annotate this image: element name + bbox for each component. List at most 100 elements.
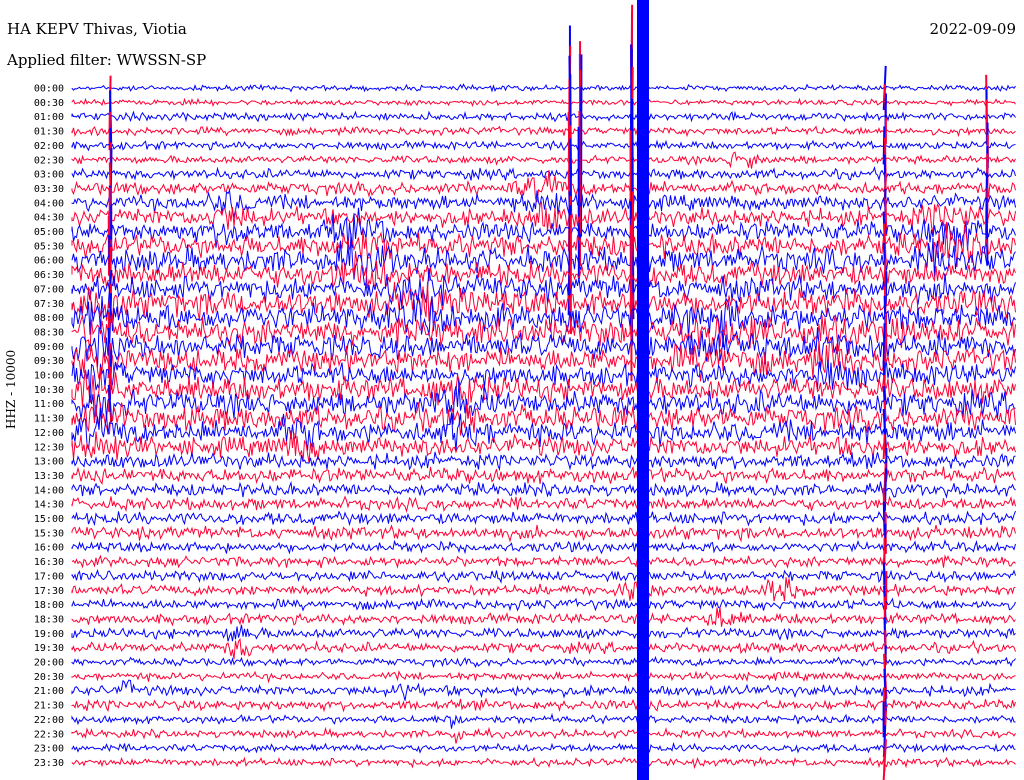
seismic-trace	[71, 637, 1016, 660]
seismic-trace	[71, 251, 1016, 290]
row-time-label: 20:30	[34, 672, 64, 683]
row-time-label: 03:00	[34, 170, 64, 181]
seismic-trace	[71, 568, 1016, 584]
channel-label: HHZ - 10000	[4, 349, 18, 429]
row-time-label: 18:00	[34, 600, 64, 611]
seismic-trace	[71, 327, 1016, 370]
trace-row	[71, 232, 1016, 346]
seismic-trace	[71, 741, 1016, 754]
seismic-trace	[71, 451, 1016, 472]
row-time-label: 13:30	[34, 471, 64, 482]
row-time-label: 16:00	[34, 543, 64, 554]
date-label: 2022-09-09	[929, 20, 1016, 38]
row-time-label: 19:00	[34, 629, 64, 640]
seismic-trace	[71, 726, 1016, 744]
seismic-spike	[882, 739, 887, 780]
seismic-trace	[71, 139, 1016, 152]
trace-row	[71, 562, 1016, 590]
seismic-trace	[71, 524, 1016, 543]
row-time-label: 21:30	[34, 701, 64, 712]
seismic-trace	[71, 465, 1016, 485]
seismic-trace	[71, 110, 1016, 123]
trace-row	[71, 571, 1016, 610]
seismic-spike	[883, 468, 888, 512]
seismic-trace	[71, 165, 1016, 182]
row-time-label: 05:00	[34, 227, 64, 238]
row-time-label: 00:00	[34, 84, 64, 95]
row-time-label: 22:30	[34, 729, 64, 740]
row-time-label: 07:30	[34, 299, 64, 310]
seismic-trace	[71, 606, 1016, 627]
seismic-trace	[71, 539, 1016, 555]
major-event-band	[637, 0, 649, 780]
trace-row	[71, 110, 1016, 266]
seismic-trace	[71, 221, 1016, 268]
seismic-spike	[985, 198, 989, 265]
seismic-trace	[71, 337, 1016, 382]
seismic-trace	[71, 97, 1016, 108]
row-time-label: 06:00	[34, 256, 64, 267]
trace-row	[71, 11, 1016, 165]
seismic-trace	[71, 83, 1016, 93]
row-time-label: 12:00	[34, 428, 64, 439]
seismic-trace	[71, 697, 1016, 713]
row-time-label: 04:00	[34, 198, 64, 209]
trace-row	[71, 630, 1016, 665]
seismic-trace	[71, 188, 1016, 219]
row-time-label: 10:30	[34, 385, 64, 396]
seismic-trace	[71, 207, 1016, 252]
seismic-trace	[71, 281, 1016, 322]
seismic-trace	[71, 655, 1016, 669]
seismic-trace	[71, 233, 1016, 287]
seismic-trace	[71, 712, 1016, 729]
trace-row	[71, 41, 1016, 222]
trace-row	[71, 4, 1016, 200]
seismic-trace	[71, 510, 1016, 527]
row-time-label: 16:30	[34, 557, 64, 568]
seismic-trace	[71, 293, 1016, 348]
seismic-trace	[71, 367, 1016, 414]
row-time-label: 14:30	[34, 500, 64, 511]
seismic-trace	[71, 577, 1016, 603]
row-time-label: 10:00	[34, 371, 64, 382]
seismic-trace	[71, 597, 1016, 612]
station-title: HA KEPV Thivas, Viotia	[7, 20, 187, 38]
row-time-label: 18:30	[34, 614, 64, 625]
seismic-trace	[71, 151, 1016, 169]
row-time-label: 08:00	[34, 313, 64, 324]
row-time-label: 19:30	[34, 643, 64, 654]
seismic-trace	[71, 170, 1016, 203]
row-time-label: 05:30	[34, 241, 64, 252]
trace-row	[71, 487, 1016, 521]
seismic-trace	[71, 268, 1016, 308]
trace-row	[71, 701, 1016, 738]
row-time-label: 17:30	[34, 586, 64, 597]
row-time-label: 01:00	[34, 112, 64, 123]
seismic-trace	[71, 125, 1016, 138]
seismic-spike	[882, 434, 886, 460]
row-time-label: 04:30	[34, 213, 64, 224]
trace-row	[71, 468, 1016, 512]
seismic-trace	[71, 314, 1016, 355]
row-time-label: 01:30	[34, 127, 64, 138]
row-time-label: 23:00	[34, 744, 64, 755]
row-time-label: 09:00	[34, 342, 64, 353]
row-time-label: 15:30	[34, 528, 64, 539]
filter-label: Applied filter: WWSSN-SP	[7, 51, 207, 69]
row-time-label: 07:00	[34, 284, 64, 295]
seismic-trace	[71, 554, 1016, 569]
row-time-label: 21:00	[34, 686, 64, 697]
seismic-trace	[71, 407, 1016, 452]
seismic-trace	[71, 382, 1016, 425]
trace-row	[71, 739, 1016, 780]
seismic-trace	[71, 430, 1016, 463]
row-time-label: 02:30	[34, 155, 64, 166]
seismic-trace	[71, 480, 1016, 499]
row-time-label: 15:00	[34, 514, 64, 525]
row-time-label: 11:00	[34, 399, 64, 410]
row-time-label: 23:30	[34, 758, 64, 769]
row-time-label: 11:30	[34, 414, 64, 425]
row-time-label: 12:30	[34, 442, 64, 453]
row-time-label: 08:30	[34, 327, 64, 338]
